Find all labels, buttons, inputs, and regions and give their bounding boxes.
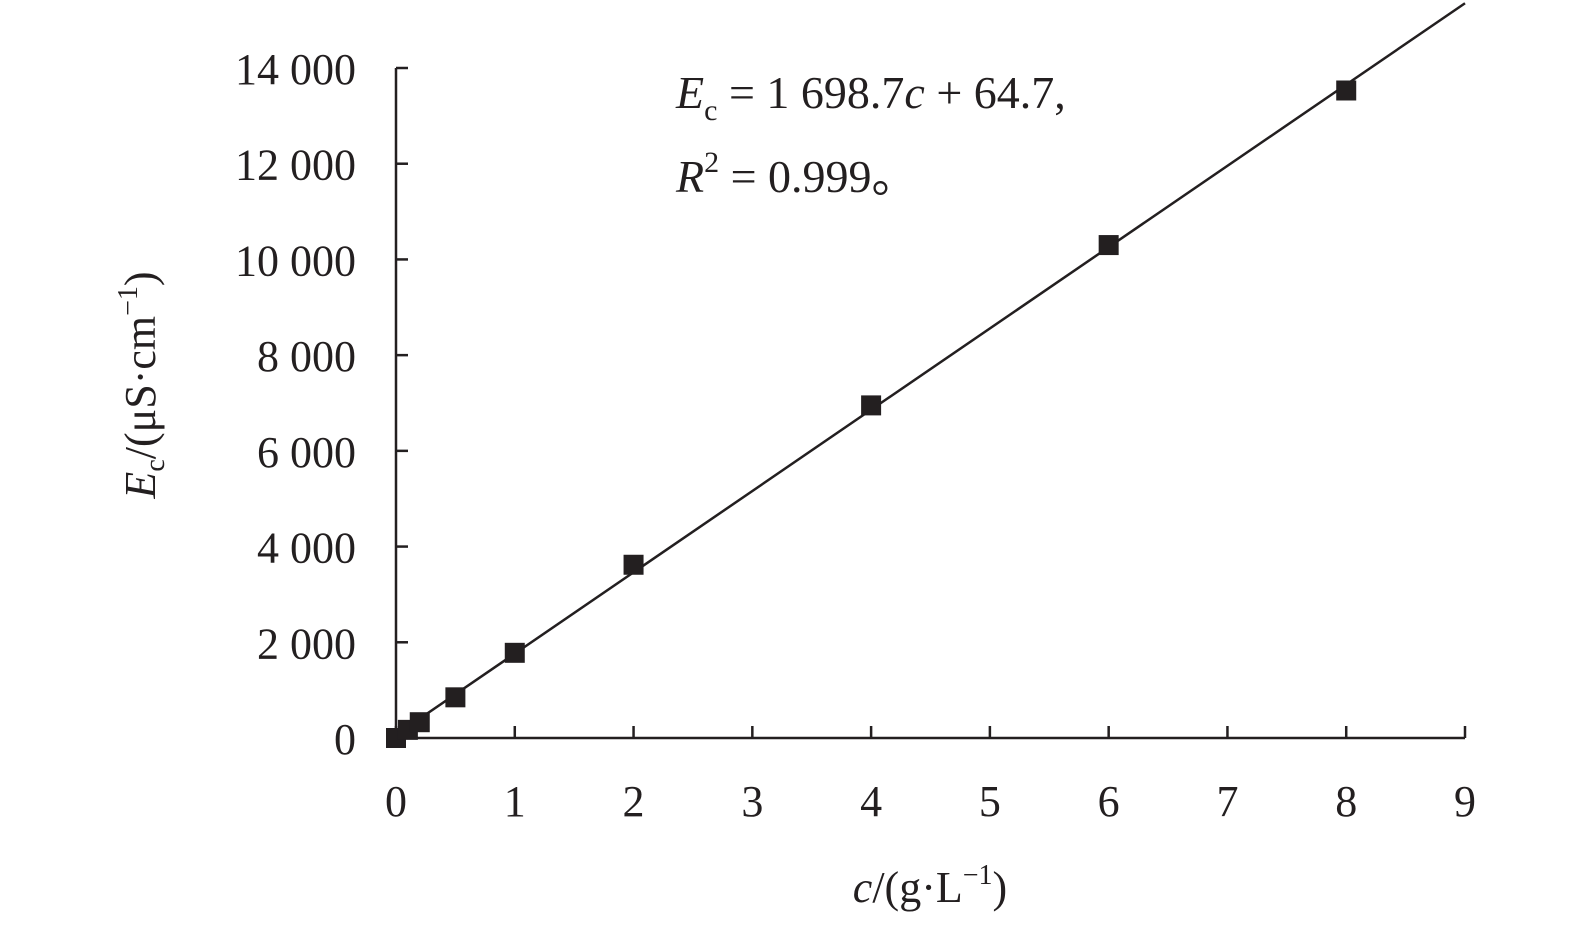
axes (394, 68, 1465, 740)
x-tick-label: 7 (1216, 777, 1238, 826)
y-tick-label: 12 000 (235, 141, 356, 190)
y-tick-label: 4 000 (257, 524, 356, 573)
data-point-marker (504, 642, 525, 663)
x-tick-label: 1 (504, 777, 526, 826)
y-tick-label: 8 000 (257, 332, 356, 381)
data-point-marker (409, 712, 430, 733)
x-tick-label: 8 (1335, 777, 1357, 826)
y-ticks: 0 2 000 4 000 6 000 8 000 10 000 12 000 14 000 (235, 45, 408, 764)
y-tick-label: 2 000 (257, 619, 356, 668)
y-axis-label: Ec/(μS·cm−1) (113, 271, 171, 499)
data-point-marker (1336, 80, 1357, 101)
data-point-marker (1098, 235, 1119, 256)
x-tick-label: 2 (623, 777, 645, 826)
x-tick-label: 5 (979, 777, 1001, 826)
x-axis-label: c/(g·L−1) (853, 860, 1007, 912)
y-tick-label: 6 000 (257, 428, 356, 477)
x-tick-label: 4 (860, 777, 882, 826)
y-tick-label: 0 (334, 715, 356, 764)
x-tick-label: 0 (385, 777, 407, 826)
data-point-marker (861, 395, 882, 416)
fit-equation: Ec = 1 698.7c + 64.7, (675, 67, 1066, 127)
x-tick-label: 6 (1098, 777, 1120, 826)
x-ticks: 0 1 2 3 4 5 6 7 8 9 (385, 726, 1476, 826)
fit-layer (395, 2, 1466, 736)
fit-r-squared: R2 = 0.999。 (675, 146, 918, 202)
y-tick-label: 10 000 (235, 236, 356, 285)
data-point-marker (623, 554, 644, 575)
fit-line (395, 2, 1466, 736)
y-tick-label: 14 000 (235, 45, 356, 94)
x-tick-label: 3 (741, 777, 763, 826)
points-layer (386, 80, 1357, 748)
data-point-marker (445, 687, 466, 708)
x-tick-label: 9 (1454, 777, 1476, 826)
